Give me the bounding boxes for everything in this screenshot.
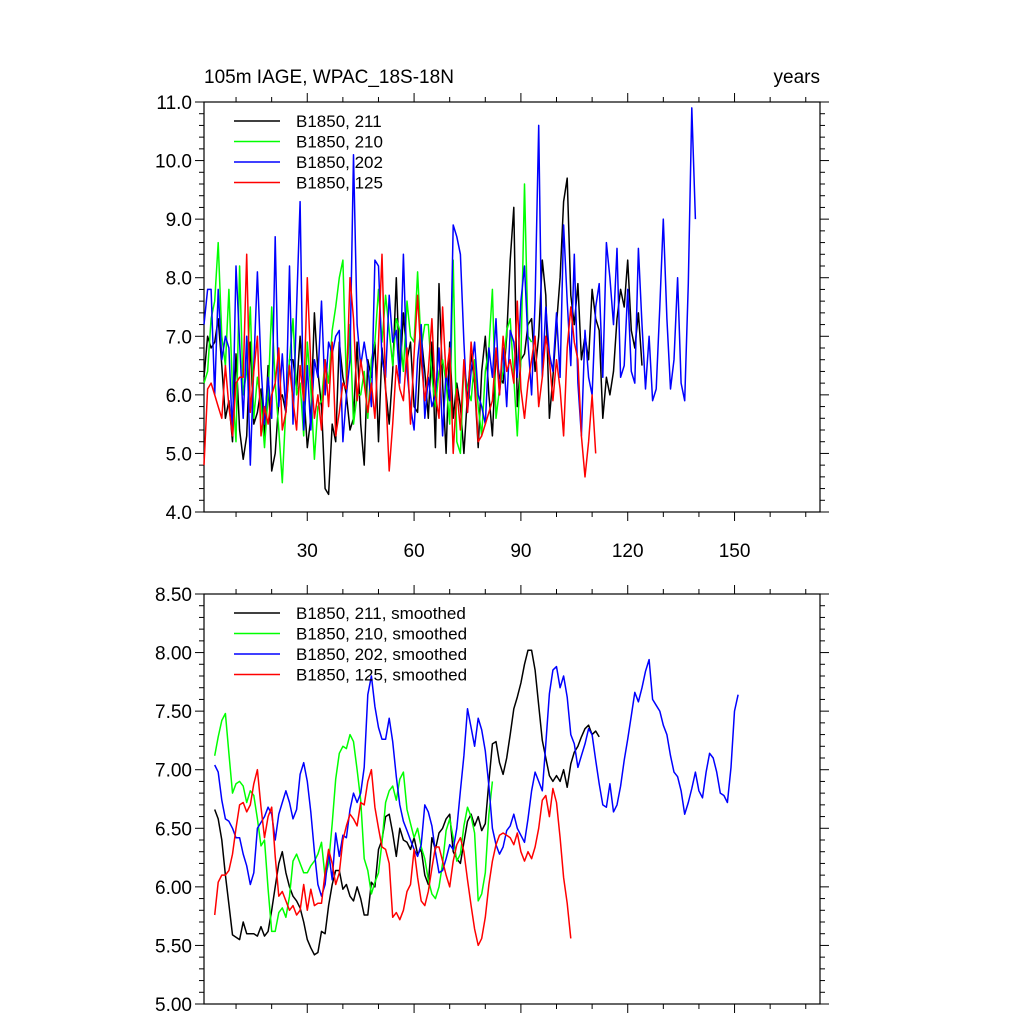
x-tick-label: 120 xyxy=(612,541,644,562)
y-tick-label: 4.0 xyxy=(166,503,192,524)
y-tick-label: 10.0 xyxy=(155,152,192,173)
x-tick-label: 60 xyxy=(404,541,425,562)
series-line-1 xyxy=(213,649,600,956)
series-line-2 xyxy=(213,712,494,933)
y-tick-label: 8.0 xyxy=(166,269,192,290)
y-tick-label: 7.50 xyxy=(155,702,192,723)
y-tick-label: 11.0 xyxy=(156,93,192,114)
series-line-2 xyxy=(203,183,533,484)
y-tick-label: 6.00 xyxy=(155,878,192,899)
y-tick-label: 6.50 xyxy=(155,819,192,840)
top-plot-frame xyxy=(203,101,821,513)
bottom-panel-series xyxy=(213,649,739,956)
legend-label: B1850, 210 xyxy=(296,133,383,152)
legend-label: B1850, 125, smoothed xyxy=(296,666,467,685)
y-tick-label: 6.0 xyxy=(166,386,192,407)
y-tick-label: 8.00 xyxy=(155,644,192,665)
top-panel-title: 105m IAGE, WPAC_18S-18N xyxy=(204,67,454,88)
series-line-4 xyxy=(203,253,597,478)
bottom-panel: 5.00 5.50 6.00 6.50 7.00 7.50 8.00 8.50 B1850, … xyxy=(155,585,829,1016)
top-panel: 105m IAGE, WPAC_18S-18N years 4.0 5.0 6.0 7… xyxy=(155,67,829,562)
bottom-plot-frame xyxy=(203,593,821,1005)
legend-label: B1850, 202 xyxy=(296,153,383,172)
legend-label: B1850, 202, smoothed xyxy=(296,645,467,664)
y-tick-label: 9.0 xyxy=(166,210,192,231)
y-tick-label: 7.0 xyxy=(166,327,192,348)
bottom-panel-ticks: 5.00 5.50 6.00 6.50 7.00 7.50 8.00 8.50 xyxy=(155,585,829,1016)
legend-label: B1850, 211 xyxy=(296,112,382,131)
y-tick-label: 5.50 xyxy=(155,936,192,957)
y-tick-label: 8.50 xyxy=(155,585,192,606)
top-panel-series xyxy=(203,107,697,496)
x-tick-label: 90 xyxy=(510,541,531,562)
legend-label: B1850, 211, smoothed xyxy=(296,604,466,623)
bottom-panel-legend: B1850, 211, smoothed B1850, 210, smoothed… xyxy=(234,604,467,685)
x-tick-label: 30 xyxy=(297,541,318,562)
y-tick-label: 7.00 xyxy=(155,761,192,782)
top-panel-ticks: 4.0 5.0 6.0 7.0 8.0 9.0 10.0 11.0 30 60 90 120 150 xyxy=(155,93,829,562)
legend-label: B1850, 210, smoothed xyxy=(296,625,467,644)
x-tick-label: 150 xyxy=(719,541,751,562)
y-tick-label: 5.0 xyxy=(166,444,192,465)
legend-label: B1850, 125 xyxy=(296,174,383,193)
series-line-4 xyxy=(213,768,572,947)
top-panel-units: years xyxy=(774,67,820,88)
series-line-3 xyxy=(214,658,739,897)
y-tick-label: 5.00 xyxy=(155,995,192,1016)
